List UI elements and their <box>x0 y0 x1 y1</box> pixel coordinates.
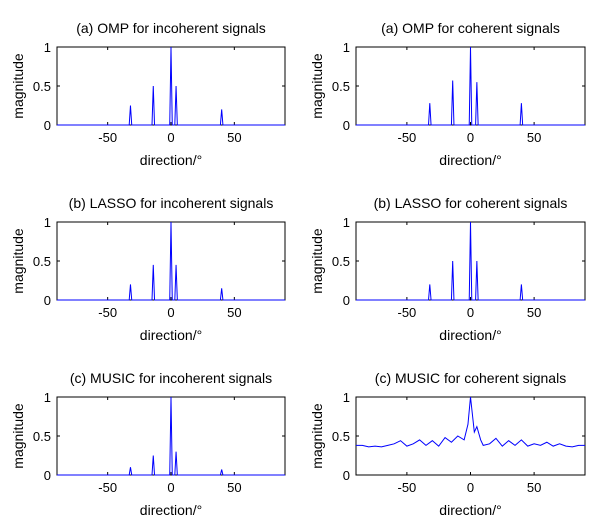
x-tick-label: -50 <box>98 480 117 495</box>
x-tick-label: 0 <box>467 130 474 145</box>
y-tick-label: 1 <box>343 390 350 405</box>
spectrum-line <box>57 396 285 476</box>
x-tick-label: -50 <box>397 130 416 145</box>
spectrum-line <box>57 221 285 301</box>
x-tick-label: 0 <box>167 130 174 145</box>
spectrum-line <box>57 46 285 126</box>
x-axis-label: direction/° <box>140 327 202 343</box>
axes-box <box>355 396 586 476</box>
y-tick-label: 0.5 <box>332 254 350 269</box>
x-tick-label: 0 <box>467 480 474 495</box>
subplot-title: (a) OMP for incoherent signals <box>76 20 266 36</box>
y-axis-label: magnitude <box>309 53 325 119</box>
x-tick-label: 50 <box>527 480 541 495</box>
x-axis-label: direction/° <box>439 327 501 343</box>
y-tick-label: 0 <box>343 293 350 308</box>
x-tick-label: -50 <box>397 305 416 320</box>
y-tick-label: 0.5 <box>33 79 51 94</box>
subplot-title: (c) MUSIC for coherent signals <box>375 370 566 386</box>
x-axis-label: direction/° <box>439 502 501 518</box>
y-tick-label: 1 <box>44 215 51 230</box>
x-tick-label: -50 <box>98 130 117 145</box>
y-tick-label: 0.5 <box>33 254 51 269</box>
y-axis-label: magnitude <box>10 403 26 469</box>
y-tick-label: 1 <box>343 40 350 55</box>
spectrum-line <box>356 396 585 448</box>
x-tick-label: -50 <box>98 305 117 320</box>
y-tick-label: 0.5 <box>332 79 350 94</box>
x-tick-label: 0 <box>167 480 174 495</box>
y-tick-label: 0 <box>343 468 350 483</box>
spectrum-line <box>356 46 585 126</box>
x-tick-label: 50 <box>227 480 241 495</box>
y-axis-label: magnitude <box>10 228 26 294</box>
x-tick-label: -50 <box>397 480 416 495</box>
subplot-title: (c) MUSIC for incoherent signals <box>70 370 272 386</box>
y-tick-label: 0 <box>44 468 51 483</box>
x-axis-label: direction/° <box>140 502 202 518</box>
y-tick-label: 0 <box>44 118 51 133</box>
y-tick-label: 0 <box>343 118 350 133</box>
subplot-title: (b) LASSO for coherent signals <box>374 195 568 211</box>
y-axis-label: magnitude <box>10 53 26 119</box>
y-tick-label: 0 <box>44 293 51 308</box>
y-tick-label: 1 <box>44 390 51 405</box>
subplot-title: (b) LASSO for incoherent signals <box>69 195 274 211</box>
x-tick-label: 50 <box>227 305 241 320</box>
y-tick-label: 0.5 <box>33 429 51 444</box>
x-axis-label: direction/° <box>140 152 202 168</box>
y-tick-label: 1 <box>44 40 51 55</box>
x-tick-label: 0 <box>467 305 474 320</box>
x-tick-label: 0 <box>167 305 174 320</box>
subplot-title: (a) OMP for coherent signals <box>381 20 560 36</box>
x-tick-label: 50 <box>527 305 541 320</box>
y-tick-label: 1 <box>343 215 350 230</box>
x-axis-label: direction/° <box>439 152 501 168</box>
y-axis-label: magnitude <box>309 403 325 469</box>
y-tick-label: 0.5 <box>332 429 350 444</box>
x-tick-label: 50 <box>227 130 241 145</box>
spectrum-line <box>356 221 585 301</box>
y-axis-label: magnitude <box>309 228 325 294</box>
x-tick-label: 50 <box>527 130 541 145</box>
